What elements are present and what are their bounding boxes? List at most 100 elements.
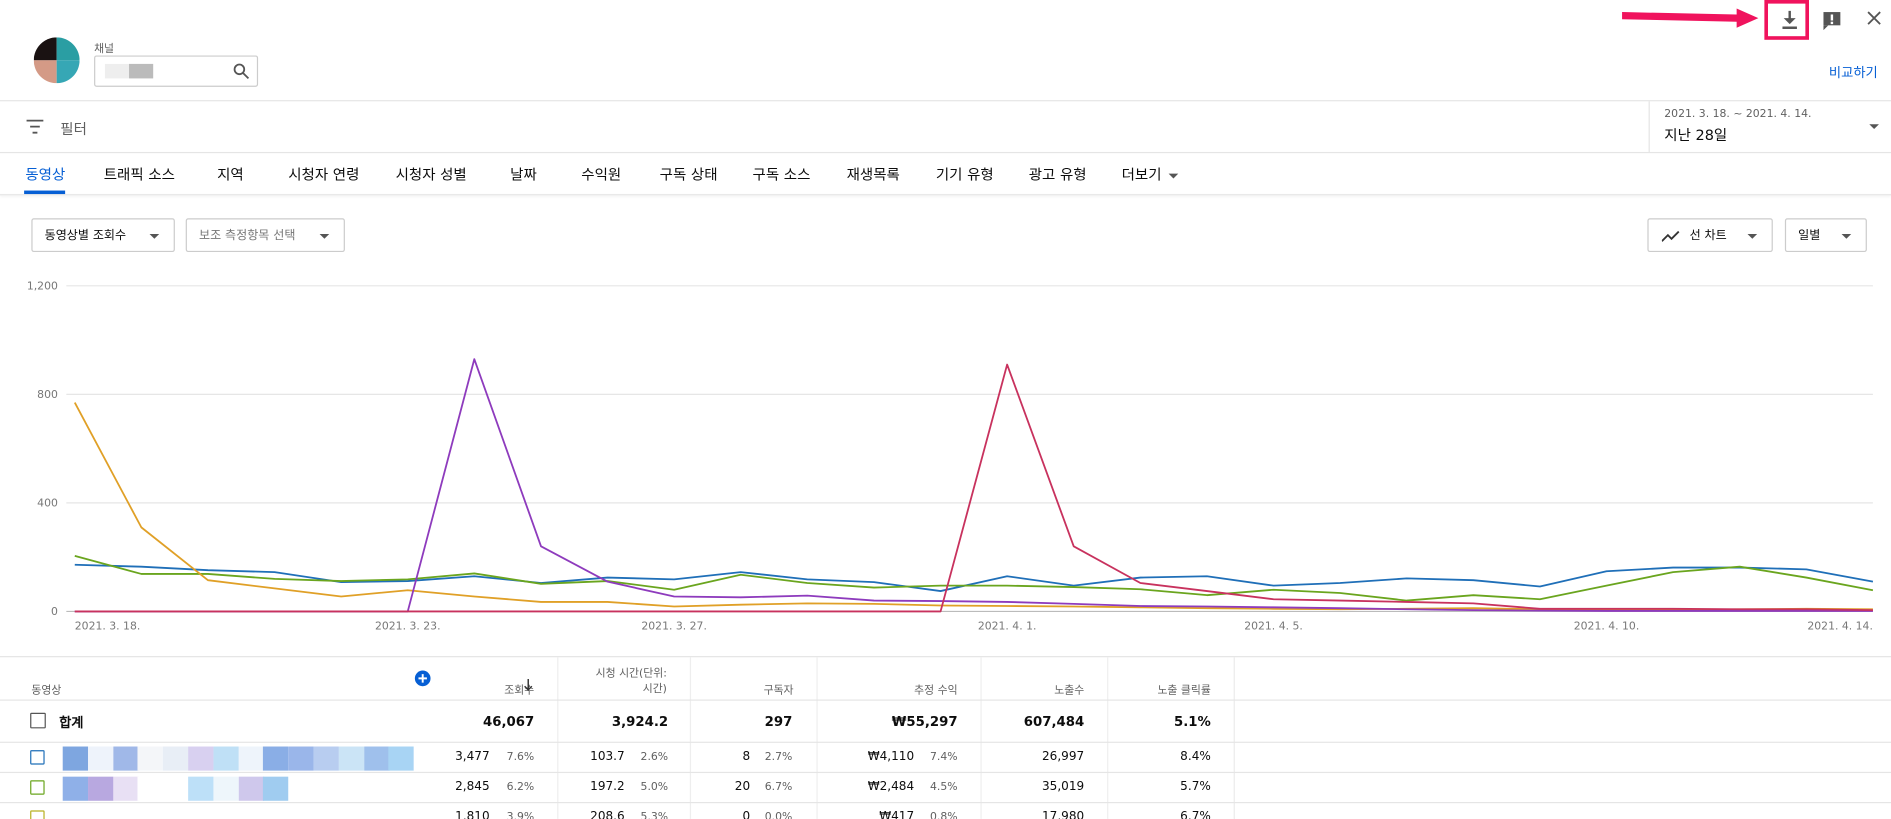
- blurred-title: [188, 776, 214, 801]
- row-share: 6.2%: [506, 781, 535, 794]
- blurred-title: [213, 746, 239, 771]
- column-header: 동영상: [31, 685, 62, 698]
- tab[interactable]: 구독 소스: [752, 166, 811, 184]
- close-icon[interactable]: [1867, 11, 1881, 25]
- feedback-icon[interactable]: [1823, 12, 1841, 31]
- row-value: 26,997: [1041, 750, 1085, 764]
- tab[interactable]: 구독 상태: [659, 166, 718, 184]
- tab[interactable]: 재생목록: [846, 166, 900, 184]
- channel-search[interactable]: [94, 55, 259, 87]
- blurred-title: [263, 746, 289, 771]
- date-period[interactable]: 지난 28일: [1664, 126, 1728, 144]
- filter-label[interactable]: 필터: [60, 120, 87, 138]
- blurred-title: [363, 746, 390, 771]
- tab[interactable]: 시청자 성별: [395, 166, 467, 184]
- download-highlight: [1764, 0, 1809, 40]
- line-chart-icon: [1661, 230, 1680, 242]
- add-column-button[interactable]: [414, 670, 431, 687]
- row-value: 8: [742, 750, 751, 764]
- blurred-title: [62, 776, 89, 801]
- total-value: 5.1%: [1174, 713, 1211, 730]
- column-header[interactable]: 노출 클릭률: [1157, 685, 1211, 698]
- row-share: 0.8%: [929, 811, 958, 819]
- tab[interactable]: 지역: [217, 166, 244, 184]
- tab[interactable]: 날짜: [510, 166, 537, 184]
- x-tick-label: 2021. 4. 1.: [978, 620, 1037, 633]
- y-tick-label: 0: [51, 605, 58, 618]
- column-divider: [1233, 657, 1235, 819]
- row-value: 2,845: [455, 780, 490, 794]
- row-value: ₩4,110: [867, 750, 915, 764]
- row-checkbox[interactable]: [30, 750, 45, 765]
- blurred-title: [213, 776, 239, 801]
- x-tick-label: 2021. 4. 10.: [1574, 620, 1640, 633]
- divider: [0, 699, 1891, 701]
- column-divider: [557, 657, 559, 819]
- row-checkbox[interactable]: [30, 810, 45, 819]
- series-line: [73, 402, 1873, 612]
- row-value: 17,980: [1041, 810, 1085, 819]
- search-icon: [233, 63, 250, 80]
- row-value: 208.6: [590, 810, 625, 819]
- tab[interactable]: 더보기: [1122, 164, 1179, 185]
- column-divider: [689, 657, 692, 819]
- tab[interactable]: 광고 유형: [1028, 166, 1087, 184]
- tab[interactable]: 시청자 연령: [288, 166, 360, 184]
- column-divider: [980, 657, 982, 819]
- blurred-title: [62, 746, 89, 771]
- row-value: 5.7%: [1180, 780, 1211, 794]
- tab[interactable]: 트래픽 소스: [103, 166, 175, 184]
- download-icon[interactable]: [1782, 10, 1797, 29]
- row-value: 1,810: [455, 810, 490, 819]
- column-header[interactable]: 추정 수익: [914, 685, 958, 698]
- row-checkbox[interactable]: [30, 780, 45, 795]
- channel-label: 채널: [94, 43, 115, 56]
- tab[interactable]: 기기 유형: [935, 166, 994, 184]
- toolbar-icons: [1622, 8, 1881, 31]
- tab[interactable]: 수익원: [581, 166, 622, 184]
- chart-kind-text: 선 차트: [1689, 229, 1727, 243]
- secondary-dropdown[interactable]: 보조 측정항목 선택: [185, 218, 345, 253]
- row-share: 6.7%: [764, 781, 793, 794]
- tab[interactable]: 동영상: [25, 166, 66, 184]
- row-value: 3,477: [455, 750, 490, 764]
- chart-kind-dropdown[interactable]: 선 차트: [1647, 218, 1773, 253]
- row-value: 35,019: [1041, 780, 1085, 794]
- row-value: 103.7: [590, 750, 625, 764]
- column-divider: [816, 657, 818, 819]
- row-share: 3.9%: [506, 811, 535, 819]
- divider: [0, 194, 1891, 196]
- channel-avatar[interactable]: [33, 37, 80, 84]
- date-range: 2021. 3. 18. ~ 2021. 4. 14.: [1664, 108, 1812, 121]
- divider: [0, 801, 1891, 804]
- column-header[interactable]: 구독자: [763, 685, 794, 698]
- compare-link[interactable]: 비교하기: [1828, 65, 1878, 81]
- column-header[interactable]: 조회수: [504, 685, 535, 698]
- blurred-title: [163, 776, 189, 801]
- blurred-title: [338, 746, 364, 771]
- row-value: 197.2: [590, 780, 625, 794]
- series-line: [74, 563, 1874, 592]
- blurred-title: [87, 776, 114, 801]
- date-caret: [1869, 124, 1879, 130]
- filter-icon[interactable]: [26, 119, 44, 134]
- pointer-arrow: [1622, 8, 1759, 28]
- row-share: 5.0%: [640, 781, 669, 794]
- metric-dropdown[interactable]: 동영상별 조회수: [31, 218, 175, 253]
- blurred-title: [112, 776, 139, 801]
- sort-arrow: [523, 678, 533, 695]
- y-tick-label: 400: [37, 497, 58, 510]
- series-line: [74, 363, 1873, 613]
- divider: [0, 656, 1891, 658]
- blurred-title: [288, 746, 314, 771]
- column-divider: [1107, 657, 1109, 819]
- checkbox[interactable]: [30, 712, 46, 729]
- row-share: 7.4%: [929, 751, 958, 764]
- column-header[interactable]: 시청 시간(단위: 시간): [595, 668, 667, 696]
- divider: [0, 741, 1891, 743]
- interval-dropdown[interactable]: 일별: [1784, 218, 1867, 253]
- column-header[interactable]: 노출수: [1054, 685, 1085, 698]
- blurred-title: [238, 746, 264, 771]
- x-tick-label: 2021. 3. 18.: [75, 620, 141, 633]
